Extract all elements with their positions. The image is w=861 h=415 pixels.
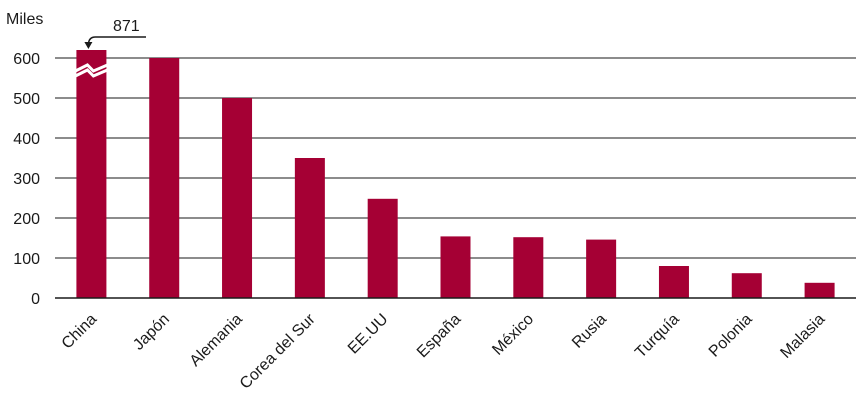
annotation-leader-line [88,37,146,45]
x-tick-label: Rusia [569,311,610,352]
bar-jap-n [149,58,179,298]
annotation-arrowhead [84,42,92,49]
y-tick-label: 500 [13,91,40,108]
y-axis-unit-label: Miles [6,11,43,28]
y-tick-label: 0 [31,291,40,308]
y-tick-label: 300 [13,171,40,188]
x-tick-label: Malasia [777,311,828,362]
bar-polonia [732,273,762,298]
x-tick-label: EE.UU [345,311,392,358]
x-tick-label: Alemania [187,311,246,370]
truncated-value-annotation: 871 [84,18,146,49]
x-tick-label: México [489,311,537,359]
y-tick-label: 600 [13,51,40,68]
x-tick-label: Polonia [706,311,756,361]
y-tick-label: 100 [13,251,40,268]
x-tick-label: Corea del Sur [237,310,319,392]
y-tick-labels: 0 100 200 300 400 500 600 [13,51,40,308]
bar-rusia [586,240,616,298]
y-tick-label: 400 [13,131,40,148]
bar-china [76,50,106,298]
bar-ee-uu [368,199,398,298]
bar-alemania [222,98,252,298]
bar-espa-a [441,236,471,298]
x-tick-label: España [414,311,464,361]
x-tick-label: China [59,311,101,353]
bar-turqu-a [659,266,689,298]
bar-corea-del-sur [295,158,325,298]
bar-m-xico [513,237,543,298]
bar-malasia [805,283,835,298]
truncated-value-label: 871 [113,18,140,35]
y-tick-label: 200 [13,211,40,228]
x-tick-label: Japón [130,311,173,354]
x-tick-label: Turquía [632,311,683,362]
bars [76,50,834,298]
